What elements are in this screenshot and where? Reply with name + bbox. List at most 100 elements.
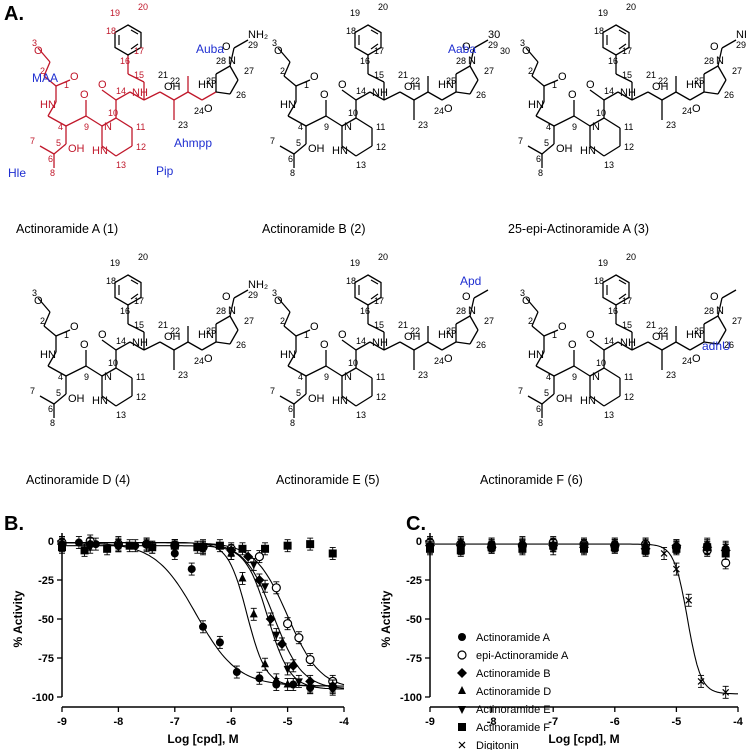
fit-curve	[62, 542, 344, 687]
atom-label: HN	[198, 79, 214, 91]
tail-group-label: NH₂	[248, 29, 268, 41]
atom-label: OH	[68, 143, 85, 155]
bond	[553, 365, 575, 377]
bond	[469, 79, 479, 95]
atom-label: O	[692, 103, 701, 115]
atom-label: OH	[556, 393, 573, 405]
data-point	[254, 551, 264, 562]
bond	[427, 91, 443, 101]
atom-label: O	[320, 89, 329, 101]
bond	[115, 145, 133, 157]
structure-caption-3: 25-epi-Actinoramide A (3)	[508, 222, 649, 236]
atom-label: N	[228, 305, 236, 317]
bond	[703, 91, 719, 95]
atom-number: 23	[418, 120, 428, 130]
atom-number: 11	[376, 372, 385, 382]
atom-number: 9	[324, 122, 329, 132]
atom-number: 7	[30, 136, 35, 146]
data-point	[457, 668, 467, 678]
bond	[615, 73, 633, 83]
bond	[55, 329, 71, 337]
bond	[589, 395, 605, 407]
y-tick-label: -25	[406, 575, 422, 587]
atom-number: 14	[356, 336, 366, 346]
atom-label: HN	[198, 329, 214, 341]
atom-number: 10	[108, 358, 118, 368]
bond	[369, 341, 385, 351]
data-point	[243, 551, 254, 562]
atom-number: 15	[374, 320, 384, 330]
atom-label: HN	[332, 395, 348, 407]
atom-number: 20	[626, 252, 636, 262]
atom-number: 22	[410, 76, 420, 86]
bond	[341, 339, 357, 351]
bond	[283, 61, 291, 77]
data-point	[193, 543, 202, 552]
atom-label: N	[104, 371, 112, 383]
bond	[615, 323, 633, 333]
bond	[143, 341, 161, 351]
atom-label: HN	[92, 395, 108, 407]
atom-number: 4	[298, 372, 303, 382]
bond	[215, 91, 231, 95]
atom-label: HN	[580, 145, 596, 157]
bond	[589, 367, 605, 377]
data-point	[685, 596, 693, 604]
atom-label: HN	[438, 79, 454, 91]
y-tick-label: -100	[400, 692, 422, 704]
legend-entry: Digitonin	[458, 740, 519, 750]
atom-number: 5	[544, 388, 549, 398]
atom-label: O	[558, 71, 567, 83]
atom-number: 29	[488, 40, 498, 50]
atom-number: 6	[48, 404, 53, 414]
atom-number: 12	[136, 142, 146, 152]
atom-number: 26	[236, 340, 246, 350]
atom-label: O	[70, 71, 79, 83]
data-point	[283, 665, 292, 674]
bond	[427, 341, 443, 351]
data-point	[272, 674, 281, 683]
bond	[703, 315, 719, 325]
atom-label: N	[716, 305, 724, 317]
atom-number: 5	[296, 138, 301, 148]
atom-label: O	[568, 339, 577, 351]
bond	[39, 395, 55, 405]
atom-label: HN	[438, 329, 454, 341]
bond	[703, 65, 719, 75]
bond	[37, 47, 51, 63]
atom-number: 21	[158, 70, 168, 80]
atom-number: 28	[704, 56, 714, 66]
atom-label: OH	[404, 81, 421, 93]
atom-number: 20	[378, 2, 388, 12]
atom-number: 24	[194, 106, 204, 116]
atom-number: 17	[374, 46, 384, 56]
atom-number: 26	[724, 340, 734, 350]
atom-label: O	[222, 291, 231, 303]
x-tick-label: -7	[548, 716, 558, 728]
residue-label-aaba: Aaba	[448, 42, 476, 56]
atom-number: 9	[572, 372, 577, 382]
atom-number: 9	[84, 122, 89, 132]
x-tick-label: -9	[57, 716, 67, 728]
atom-number: 11	[136, 122, 145, 132]
bond	[279, 145, 295, 155]
y-tick-label: -100	[32, 692, 54, 704]
series-3	[57, 537, 345, 693]
atom-label: OH	[652, 331, 669, 343]
atom-number: 13	[116, 160, 126, 170]
atom-number: 27	[244, 316, 254, 326]
x-tick-label: -8	[487, 716, 497, 728]
bond	[689, 341, 705, 351]
structure-caption-6: Actinoramide F (6)	[480, 473, 583, 487]
atom-label: OH	[308, 143, 325, 155]
legend-entry: Actinoramide E	[458, 704, 551, 716]
bond	[675, 341, 691, 351]
atom-label: O	[522, 45, 531, 57]
atom-number: 27	[732, 316, 742, 326]
data-point	[672, 544, 681, 553]
atom-number: 2	[280, 316, 285, 326]
fit-curve	[62, 542, 345, 689]
structure-bonds	[525, 39, 737, 168]
atom-number: 8	[50, 168, 55, 178]
